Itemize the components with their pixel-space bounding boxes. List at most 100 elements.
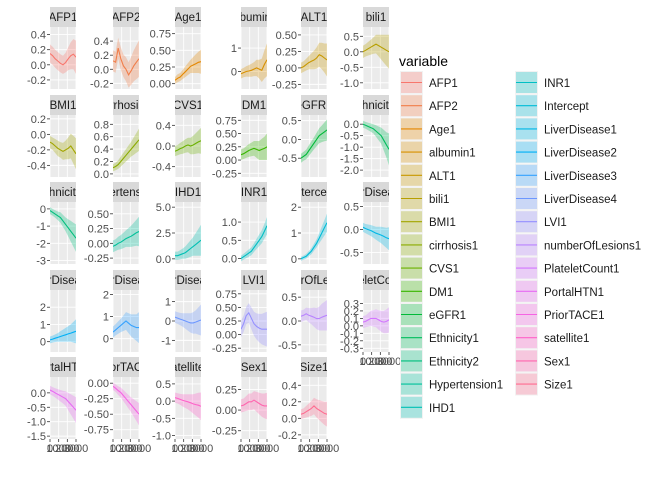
y-tick-label: 0.50 xyxy=(216,129,237,141)
facet-egfr1: eGFR1 0.5 0.0 -0.5 xyxy=(278,95,328,177)
facet-strip-label: Age1 xyxy=(175,12,202,24)
legend-item-egfr1: eGFR1 xyxy=(400,303,466,326)
y-tick-label: 0.4 xyxy=(156,120,171,132)
facet-bili1: bili1 0.5 0.0 -0.5 -1.0 xyxy=(340,7,390,90)
facet-hypertension1: Hypertension1 0.50 0.25 0.00 -0.25 xyxy=(84,182,140,265)
legend-label: Ethnicity1 xyxy=(429,333,479,345)
line-ethnicity2 xyxy=(50,210,76,239)
facet-strip-label: AFP1 xyxy=(49,12,78,24)
facet-strip-label: Ethnicity1 xyxy=(351,100,401,112)
x-tick-label: 3000 xyxy=(127,443,151,455)
line-albumin1 xyxy=(241,59,267,75)
facet-strip-label: LiverDisease2 xyxy=(27,275,100,287)
x-tick-label: 0 xyxy=(298,443,304,455)
panel-background xyxy=(113,27,139,89)
panel-background xyxy=(113,115,139,177)
facet-strip xyxy=(363,7,389,27)
line-bili1 xyxy=(363,43,389,53)
facet-strip-label: Intercept xyxy=(292,187,338,199)
facet-ethnicity1: Ethnicity1 0.0-0.5-1.0-1.5-2.0 xyxy=(340,95,401,177)
legend-label: LiverDisease2 xyxy=(544,148,617,160)
facet-strip xyxy=(301,7,327,27)
y-tick-label: 0.2 xyxy=(31,114,46,126)
line-numberoflesions1 xyxy=(301,313,327,320)
y-tick-label: 0.25 xyxy=(150,62,171,74)
y-tick-label: 0.00 xyxy=(88,238,109,250)
facet-priortace1: PriorTACE1 0.00 -0.25 -0.50 -0.7501000200030… xyxy=(84,357,151,455)
y-tick-label: 0.0 xyxy=(31,388,46,400)
x-tick-label: 2000 xyxy=(368,356,392,368)
y-tick-label: -1.5 xyxy=(27,431,46,443)
panel-background xyxy=(363,115,389,177)
y-tick-label: 0.25 xyxy=(216,316,237,328)
line-cirrhosis1 xyxy=(113,139,139,169)
legend-label: AFP2 xyxy=(429,101,458,113)
facet-strip-label: cirrhosis1 xyxy=(101,100,150,112)
legend-label: Ethnicity2 xyxy=(429,356,479,368)
y-tick-label: 5.0 xyxy=(156,202,171,214)
facet-strip-label: bili1 xyxy=(366,12,386,24)
x-tick-label: 0 xyxy=(360,356,366,368)
panel-background xyxy=(301,27,327,89)
y-tick-label: -3 xyxy=(36,256,46,268)
x-tick-label: 1000 xyxy=(171,443,195,455)
y-tick-label: -0.4 xyxy=(152,162,171,174)
y-tick-label: -0.5 xyxy=(27,402,46,414)
y-tick-label: -1 xyxy=(161,335,171,347)
y-tick-label: 1 xyxy=(291,228,297,240)
legend-label: eGFR1 xyxy=(429,310,466,322)
legend-item-portalhtn1: PortalHTN1 xyxy=(515,279,604,303)
ribbon-dm1 xyxy=(241,133,267,160)
facet-strip xyxy=(175,95,201,115)
facet-strip xyxy=(175,357,201,377)
facet-panels: AFP10.40.20.0-0.2AFP20.40.20.0-0.2Age10.… xyxy=(27,7,401,455)
y-tick-label: 0.00 xyxy=(150,79,171,91)
facet-strip-label: ALT1 xyxy=(301,12,328,24)
facet-strip xyxy=(113,270,139,290)
y-tick-label: -0.2 xyxy=(27,145,46,157)
legend-item-dm1: DM1 xyxy=(400,279,453,303)
y-tick-label: 0.75 xyxy=(216,289,237,301)
y-tick-label: 0 xyxy=(103,334,109,346)
panel-background xyxy=(363,27,389,89)
line-cvs1 xyxy=(175,140,201,152)
facet-bmi1: BMI1 0.2 0.0 -0.2 -0.4 xyxy=(27,95,77,177)
ribbon-liverdisease3 xyxy=(113,312,139,344)
y-tick-label: 0.2 xyxy=(94,50,109,62)
y-tick-label: 0.75 xyxy=(216,115,237,127)
legend-label: bili1 xyxy=(429,194,449,206)
legend-item-inr1: INR1 xyxy=(515,71,570,94)
panel-background xyxy=(113,202,139,264)
y-tick-label: 1 xyxy=(231,43,237,55)
facet-strip xyxy=(175,7,201,27)
line-sex1 xyxy=(241,399,267,407)
line-egfr1 xyxy=(301,129,327,159)
line-ihd1 xyxy=(175,239,201,257)
y-tick-label: 0.6 xyxy=(94,132,109,144)
facet-albumin1: albumin1 1 0 xyxy=(231,7,268,89)
legend-item-satellite1: satellite1 xyxy=(515,326,589,350)
legend-label: cirrhosis1 xyxy=(429,240,478,252)
facet-strip xyxy=(301,182,327,202)
line-plateletcount1 xyxy=(363,317,389,323)
y-tick-label: 0.2 xyxy=(31,45,46,57)
legend-item-liverdisease3: LiverDisease3 xyxy=(515,163,617,187)
facet-strip xyxy=(50,7,76,27)
y-tick-label: 0.0 xyxy=(344,225,359,237)
y-tick-label: -0.5 xyxy=(340,131,359,143)
y-tick-label: -0.50 xyxy=(84,409,109,421)
panel-background xyxy=(50,115,76,177)
ribbon-cvs1 xyxy=(175,127,201,157)
y-tick-label: 0.1 xyxy=(344,313,359,325)
x-tick-label: 3000 xyxy=(315,443,339,455)
y-tick-label: 0.3 xyxy=(344,298,359,310)
y-tick-label: -0.4 xyxy=(27,160,46,172)
y-tick-label: 1.0 xyxy=(222,217,237,229)
facet-strip xyxy=(241,182,267,202)
y-tick-label: -0.5 xyxy=(278,340,297,352)
panel-background xyxy=(241,202,267,264)
legend-item-ethnicity1: Ethnicity1 xyxy=(400,326,479,350)
panel-background xyxy=(241,27,267,89)
